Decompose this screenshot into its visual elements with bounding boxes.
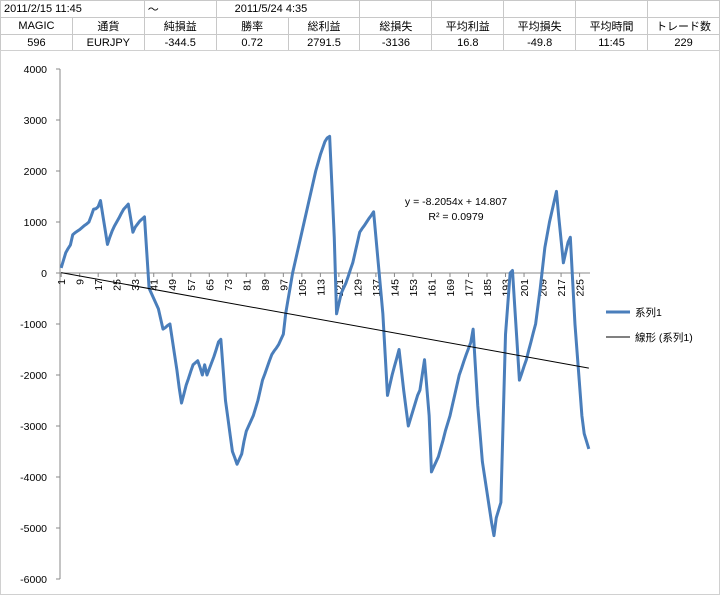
x-tick-label: 49: [167, 279, 179, 291]
y-tick-label: 2000: [24, 166, 48, 178]
value-cell: 16.8: [431, 34, 505, 51]
y-tick-label: -5000: [20, 523, 47, 535]
period-row: 2011/2/15 11:45 ～ 2011/5/24 4:35: [0, 0, 720, 18]
x-tick-label: 73: [223, 279, 235, 291]
y-tick-label: 1000: [24, 217, 48, 229]
x-tick-label: 57: [186, 279, 198, 291]
y-tick-label: -2000: [20, 370, 47, 382]
y-tick-label: 0: [41, 268, 47, 280]
x-tick-label: 89: [260, 279, 272, 291]
x-tick-label: 25: [112, 279, 124, 291]
chart-area: [0, 50, 720, 595]
trend-r-squared: R² = 0.0979: [428, 211, 483, 223]
x-tick-label: 185: [482, 279, 494, 297]
header-cell: 勝率: [215, 17, 289, 35]
y-tick-label: 3000: [24, 115, 48, 127]
cell: [647, 0, 720, 18]
header-cell: 平均損失: [503, 17, 577, 35]
value-cell: 0.72: [215, 34, 289, 51]
y-tick-label: -3000: [20, 421, 47, 433]
header-cell: トレード数: [647, 17, 720, 35]
x-tick-label: 161: [426, 279, 438, 297]
y-tick-label: -6000: [20, 574, 47, 586]
x-tick-label: 65: [204, 279, 216, 291]
trend-line: [61, 272, 589, 369]
x-tick-label: 97: [278, 279, 290, 291]
y-tick-label: -1000: [20, 319, 47, 331]
value-cell: 596: [0, 34, 73, 51]
value-cell: 2791.5: [287, 34, 361, 51]
value-cell: 11:45: [575, 34, 649, 51]
value-cell: EURJPY: [71, 34, 145, 51]
end-date: 2011/5/24 4:35: [215, 0, 361, 18]
trend-equation: y = -8.2054x + 14.807: [405, 196, 507, 208]
x-tick-label: 9: [75, 279, 87, 285]
x-tick-label: 177: [463, 279, 475, 297]
y-tick-label: -4000: [20, 472, 47, 484]
legend-label: 線形 (系列1): [635, 331, 693, 344]
header-row: MAGIC 通貨 純損益 勝率 総利益 総損失 平均利益 平均損失 平均時間 トレード数: [0, 17, 720, 35]
header-cell: MAGIC: [0, 17, 73, 35]
summary-table: 2011/2/15 11:45 ～ 2011/5/24 4:35 MAGIC 通貨…: [0, 0, 720, 51]
header-cell: 平均利益: [431, 17, 505, 35]
x-tick-label: 145: [389, 279, 401, 297]
cell: [359, 0, 433, 18]
value-cell: 229: [647, 34, 720, 51]
x-tick-label: 105: [297, 279, 309, 297]
header-cell: 純損益: [143, 17, 217, 35]
value-cell: -3136: [359, 34, 433, 51]
start-date: 2011/2/15 11:45: [0, 0, 145, 18]
value-cell: -344.5: [143, 34, 217, 51]
y-tick-label: 4000: [24, 64, 48, 76]
cell: [575, 0, 649, 18]
x-tick-label: 153: [408, 279, 420, 297]
x-tick-label: 81: [241, 279, 253, 291]
header-cell: 平均時間: [575, 17, 649, 35]
separator: ～: [143, 0, 217, 18]
cell: [503, 0, 577, 18]
legend-label: 系列1: [635, 306, 662, 319]
x-tick-label: 225: [575, 279, 587, 297]
header-cell: 通貨: [71, 17, 145, 35]
x-tick-label: 41: [149, 279, 161, 291]
x-tick-label: 1: [56, 279, 68, 285]
x-tick-label: 217: [556, 279, 568, 297]
value-cell: -49.8: [503, 34, 577, 51]
x-tick-label: 169: [445, 279, 457, 297]
header-cell: 総利益: [287, 17, 361, 35]
cell: [431, 0, 505, 18]
x-tick-label: 17: [93, 279, 105, 291]
x-tick-label: 129: [352, 279, 364, 297]
x-tick-label: 201: [519, 279, 531, 297]
x-tick-label: 113: [315, 279, 327, 296]
header-cell: 総損失: [359, 17, 433, 35]
chart: -6000 -5000 -4000 -3000 -2000 -1000 0 1000 2000 3…: [0, 50, 720, 595]
value-row: 596 EURJPY -344.5 0.72 2791.5 -3136 16.8 -49.8 1…: [0, 34, 720, 51]
x-tick-label: 33: [130, 279, 142, 291]
